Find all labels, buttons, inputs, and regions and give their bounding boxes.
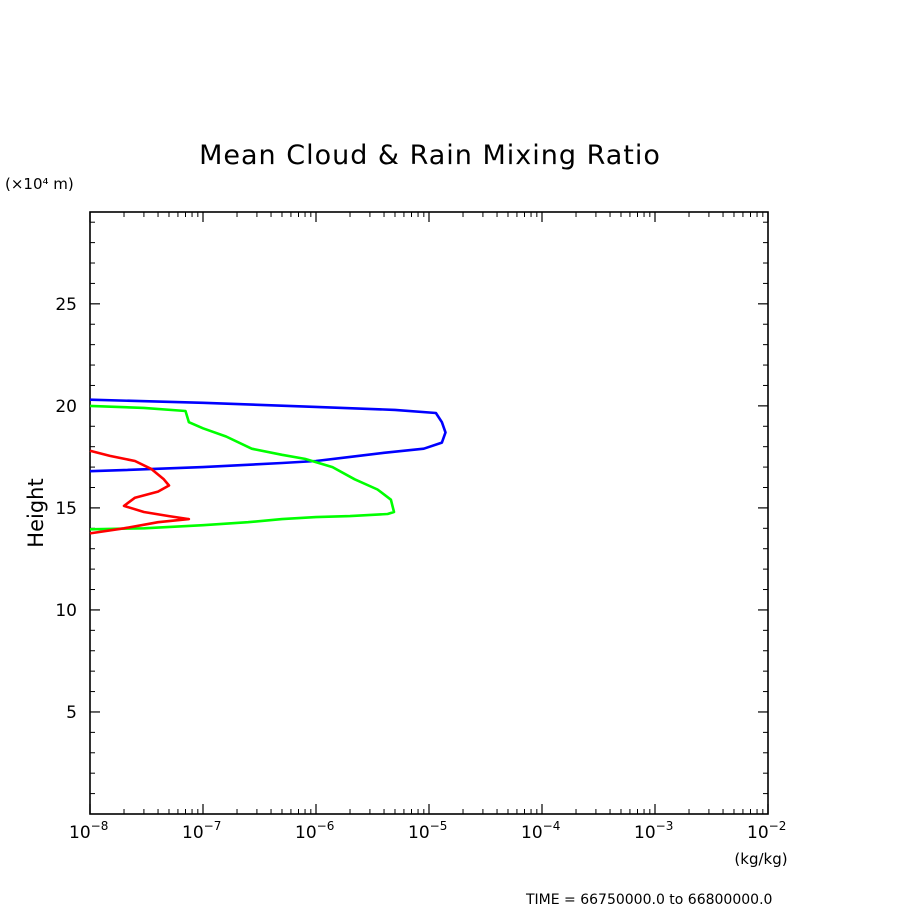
- y-tick-label: 15: [55, 499, 77, 519]
- x-tick-label: 10−7: [182, 819, 221, 843]
- chart-title: Mean Cloud & Rain Mixing Ratio: [199, 140, 661, 171]
- x-tick-label-exponent: −2: [769, 819, 787, 833]
- x-tick-label-exponent: −7: [204, 819, 222, 833]
- y-tick-label: 10: [55, 601, 77, 621]
- x-tick-label-base: 10: [747, 823, 769, 843]
- x-tick-label: 10−8: [69, 819, 108, 843]
- y-tick-label: 25: [55, 295, 77, 315]
- x-tick-label-base: 10: [182, 823, 204, 843]
- x-tick-label-base: 10: [521, 823, 543, 843]
- y-tick-label: 5: [66, 703, 77, 723]
- x-tick-label-base: 10: [295, 823, 317, 843]
- x-tick-label-exponent: −4: [543, 819, 561, 833]
- series-line-3: [89, 449, 191, 535]
- x-tick-label-base: 10: [408, 823, 430, 843]
- series-line-2: [89, 404, 396, 531]
- x-tick-label: 10−4: [521, 819, 560, 843]
- x-unit-label: (kg/kg): [734, 850, 787, 868]
- time-label: TIME = 66750000.0 to 66800000.0: [525, 892, 772, 904]
- x-tick-label: 10−2: [747, 819, 786, 843]
- y-tick-labels: 5 10 15 20 25: [55, 295, 77, 723]
- plot-frame: [89, 211, 769, 815]
- y-axis-label: Height: [24, 478, 48, 547]
- x-tick-labels: 10−8 10−7 10−6 10−5 10−4 10−3 10−2: [69, 819, 786, 843]
- series-layer: [89, 398, 447, 535]
- major-ticks: [89, 212, 769, 814]
- x-tick-label: 10−3: [634, 819, 673, 843]
- x-tick-label-exponent: −6: [317, 819, 335, 833]
- y-unit-label: (×10⁴ m): [5, 175, 74, 193]
- x-tick-label-base: 10: [634, 823, 656, 843]
- minor-ticks: [90, 212, 768, 814]
- x-tick-label-base: 10: [69, 823, 91, 843]
- x-tick-label: 10−5: [408, 819, 447, 843]
- x-tick-label-exponent: −3: [656, 819, 674, 833]
- y-tick-label: 20: [55, 397, 77, 417]
- x-tick-label-exponent: −8: [91, 819, 109, 833]
- series-line-1: [89, 398, 447, 473]
- x-tick-label: 10−6: [295, 819, 334, 843]
- x-tick-label-exponent: −5: [430, 819, 448, 833]
